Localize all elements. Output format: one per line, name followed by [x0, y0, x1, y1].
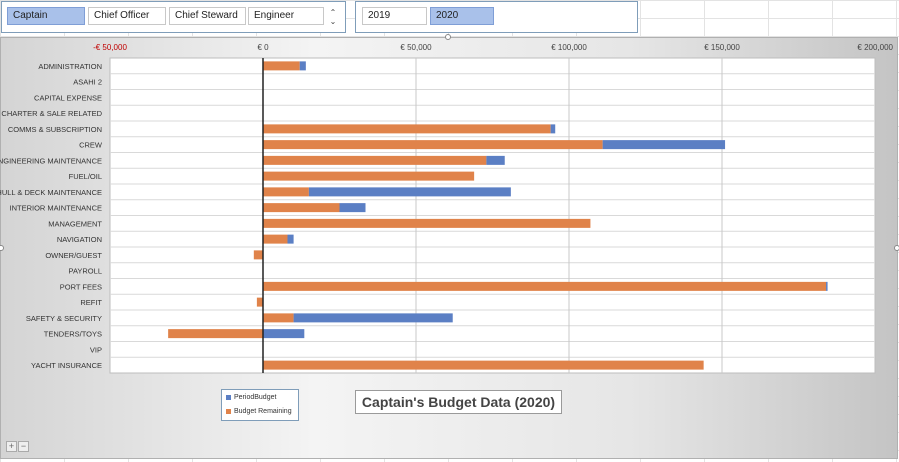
category-label: ADMINISTRATION	[38, 62, 102, 71]
bar-budget-remaining[interactable]	[263, 360, 704, 370]
bar-periodbudget[interactable]	[486, 155, 505, 165]
zoom-out-button[interactable]: −	[18, 441, 29, 452]
bar-budget-remaining[interactable]	[263, 124, 551, 134]
x-tick-label: -€ 50,000	[93, 43, 127, 52]
bar-periodbudget[interactable]	[287, 234, 294, 244]
legend-swatch-period-budget	[226, 394, 231, 400]
legend-item-budget-remaining: Budget Remaining	[226, 407, 292, 417]
slicer-item-chief-officer[interactable]: Chief Officer	[88, 7, 166, 25]
bar-budget-remaining[interactable]	[263, 140, 603, 150]
resize-handle-top[interactable]	[445, 34, 451, 40]
bar-periodbudget[interactable]	[602, 140, 726, 150]
bar-periodbudget[interactable]	[308, 187, 511, 197]
x-tick-label: € 150,000	[704, 43, 740, 52]
category-label: CHARTER & SALE RELATED	[1, 109, 102, 118]
x-tick-label: € 0	[257, 43, 269, 52]
slicer-item-engineer[interactable]: Engineer	[248, 7, 324, 25]
category-label: PAYROLL	[69, 267, 103, 276]
category-label: FUEL/OIL	[69, 172, 102, 181]
zoom-controls: + −	[6, 441, 30, 452]
bar-budget-remaining[interactable]	[263, 218, 591, 228]
bar-periodbudget[interactable]	[299, 61, 306, 71]
slicer-item-captain[interactable]: Captain	[7, 7, 85, 25]
bar-budget-remaining[interactable]	[263, 61, 300, 71]
category-label: HULL & DECK MAINTENANCE	[0, 188, 102, 197]
category-label: OWNER/GUEST	[45, 251, 102, 260]
resize-handle-left[interactable]	[0, 245, 4, 251]
legend-item-period-budget: PeriodBudget	[226, 393, 276, 403]
bar-budget-remaining[interactable]	[263, 281, 827, 291]
chevron-down-icon[interactable]: ⌄	[329, 17, 337, 26]
category-label: ENGINEERING MAINTENANCE	[0, 156, 102, 165]
bar-periodbudget[interactable]	[263, 329, 305, 339]
category-label: COMMS & SUBSCRIPTION	[8, 125, 102, 134]
category-label: MANAGEMENT	[48, 219, 102, 228]
x-tick-label: € 200,000	[857, 43, 893, 52]
category-label: TENDERS/TOYS	[44, 330, 102, 339]
slicer-scroll: ⌃ ⌄	[326, 8, 340, 28]
chevron-up-icon[interactable]: ⌃	[329, 8, 337, 17]
slicer-item-2020[interactable]: 2020	[430, 7, 494, 25]
legend-swatch-budget-remaining	[226, 408, 231, 414]
legend-label-period-budget: PeriodBudget	[234, 394, 277, 401]
category-label: CREW	[79, 141, 103, 150]
category-label: SAFETY & SECURITY	[26, 314, 102, 323]
bar-budget-remaining[interactable]	[168, 329, 263, 339]
category-label: CAPITAL EXPENSE	[34, 93, 102, 102]
bar-budget-remaining[interactable]	[263, 234, 288, 244]
x-tick-label: € 100,000	[551, 43, 587, 52]
category-label: YACHT INSURANCE	[31, 361, 102, 370]
bar-budget-remaining[interactable]	[263, 155, 487, 165]
zoom-in-button[interactable]: +	[6, 441, 17, 452]
slicer-item-chief-steward[interactable]: Chief Steward	[169, 7, 246, 25]
bar-budget-remaining[interactable]	[263, 187, 309, 197]
slicer-item-2019[interactable]: 2019	[362, 7, 427, 25]
bar-budget-remaining[interactable]	[256, 297, 263, 307]
category-label: REFIT	[80, 298, 102, 307]
bar-periodbudget[interactable]	[339, 203, 366, 213]
category-label: PORT FEES	[60, 282, 102, 291]
category-label: VIP	[90, 345, 102, 354]
resize-handle-right[interactable]	[894, 245, 899, 251]
x-tick-label: € 50,000	[400, 43, 432, 52]
year-slicer: 2019 2020	[355, 1, 638, 33]
legend-label-budget-remaining: Budget Remaining	[234, 408, 292, 415]
category-label: INTERIOR MAINTENANCE	[9, 204, 102, 213]
bar-periodbudget[interactable]	[550, 124, 556, 134]
category-label: NAVIGATION	[57, 235, 102, 244]
category-label: ASAHI 2	[73, 78, 102, 87]
bar-budget-remaining[interactable]	[263, 203, 340, 213]
role-slicer: Captain Chief Officer Chief Steward Engi…	[1, 1, 346, 33]
bar-budget-remaining[interactable]	[253, 250, 263, 260]
bar-budget-remaining[interactable]	[263, 313, 294, 323]
chart-title[interactable]: Captain's Budget Data (2020)	[355, 390, 562, 414]
bar-budget-remaining[interactable]	[263, 171, 475, 181]
bar-periodbudget[interactable]	[293, 313, 453, 323]
chart-legend[interactable]: PeriodBudget Budget Remaining	[221, 389, 299, 421]
bar-periodbudget[interactable]	[826, 281, 828, 291]
